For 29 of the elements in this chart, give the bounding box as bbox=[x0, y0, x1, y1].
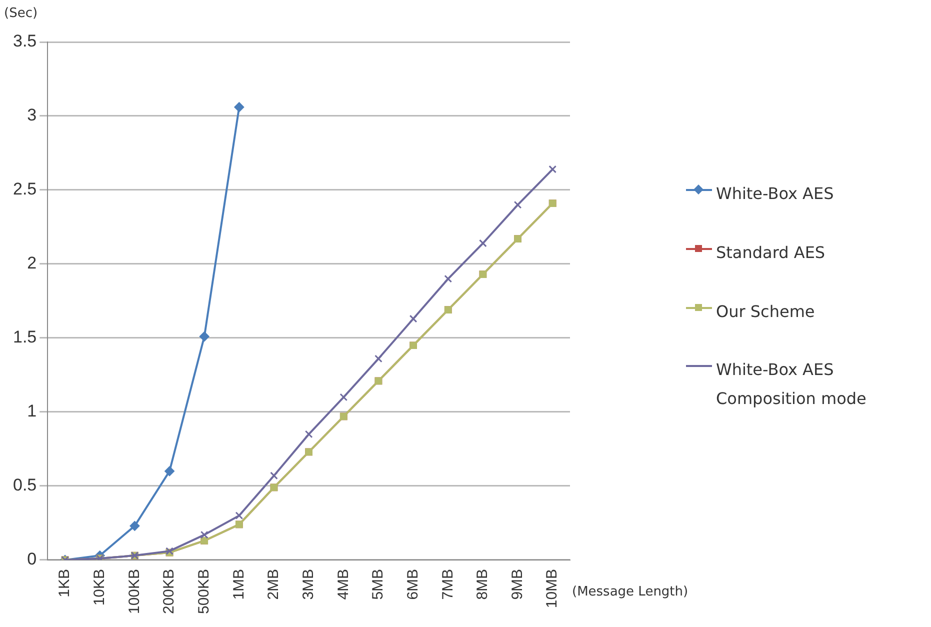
x-tick-label: 3MB bbox=[300, 568, 317, 600]
x-tick-label: 4MB bbox=[334, 568, 352, 600]
x-tick-label: 2MB bbox=[265, 568, 282, 600]
legend-label: White-Box AES Composition mode bbox=[716, 359, 868, 410]
x-tick-label: 500KB bbox=[195, 568, 212, 614]
y-tick-label: 0.5 bbox=[12, 476, 37, 495]
x-tick-label: 10MB bbox=[544, 568, 561, 608]
x-tick-label: 6MB bbox=[404, 568, 422, 600]
x-tick-label: 200KB bbox=[160, 568, 178, 614]
y-tick-label: 2.5 bbox=[12, 180, 37, 199]
y-tick-label: 3.5 bbox=[12, 32, 37, 51]
y-tick-label: 0 bbox=[27, 550, 37, 569]
x-tick-label: 9MB bbox=[508, 568, 526, 600]
legend-label: Our Scheme bbox=[716, 300, 815, 323]
x-tick-label: 7MB bbox=[439, 568, 456, 600]
x-tick-label: 1MB bbox=[230, 568, 248, 600]
y-tick-label: 1.5 bbox=[12, 328, 37, 347]
y-axis-title: (Sec) bbox=[4, 6, 38, 21]
y-tick-label: 1 bbox=[27, 402, 37, 421]
x-tick-label: 5MB bbox=[370, 568, 387, 600]
x-axis-title: (Message Length) bbox=[572, 584, 688, 600]
x-tick-label: 100KB bbox=[126, 568, 143, 614]
y-tick-label: 3 bbox=[27, 106, 37, 125]
legend-label: White-Box AES bbox=[716, 183, 834, 205]
legend-label: Standard AES bbox=[716, 242, 826, 264]
x-tick-label: 1KB bbox=[56, 568, 74, 598]
x-tick-label: 10KB bbox=[91, 568, 108, 606]
y-tick-label: 2 bbox=[27, 254, 37, 273]
x-tick-label: 8MB bbox=[474, 568, 492, 600]
